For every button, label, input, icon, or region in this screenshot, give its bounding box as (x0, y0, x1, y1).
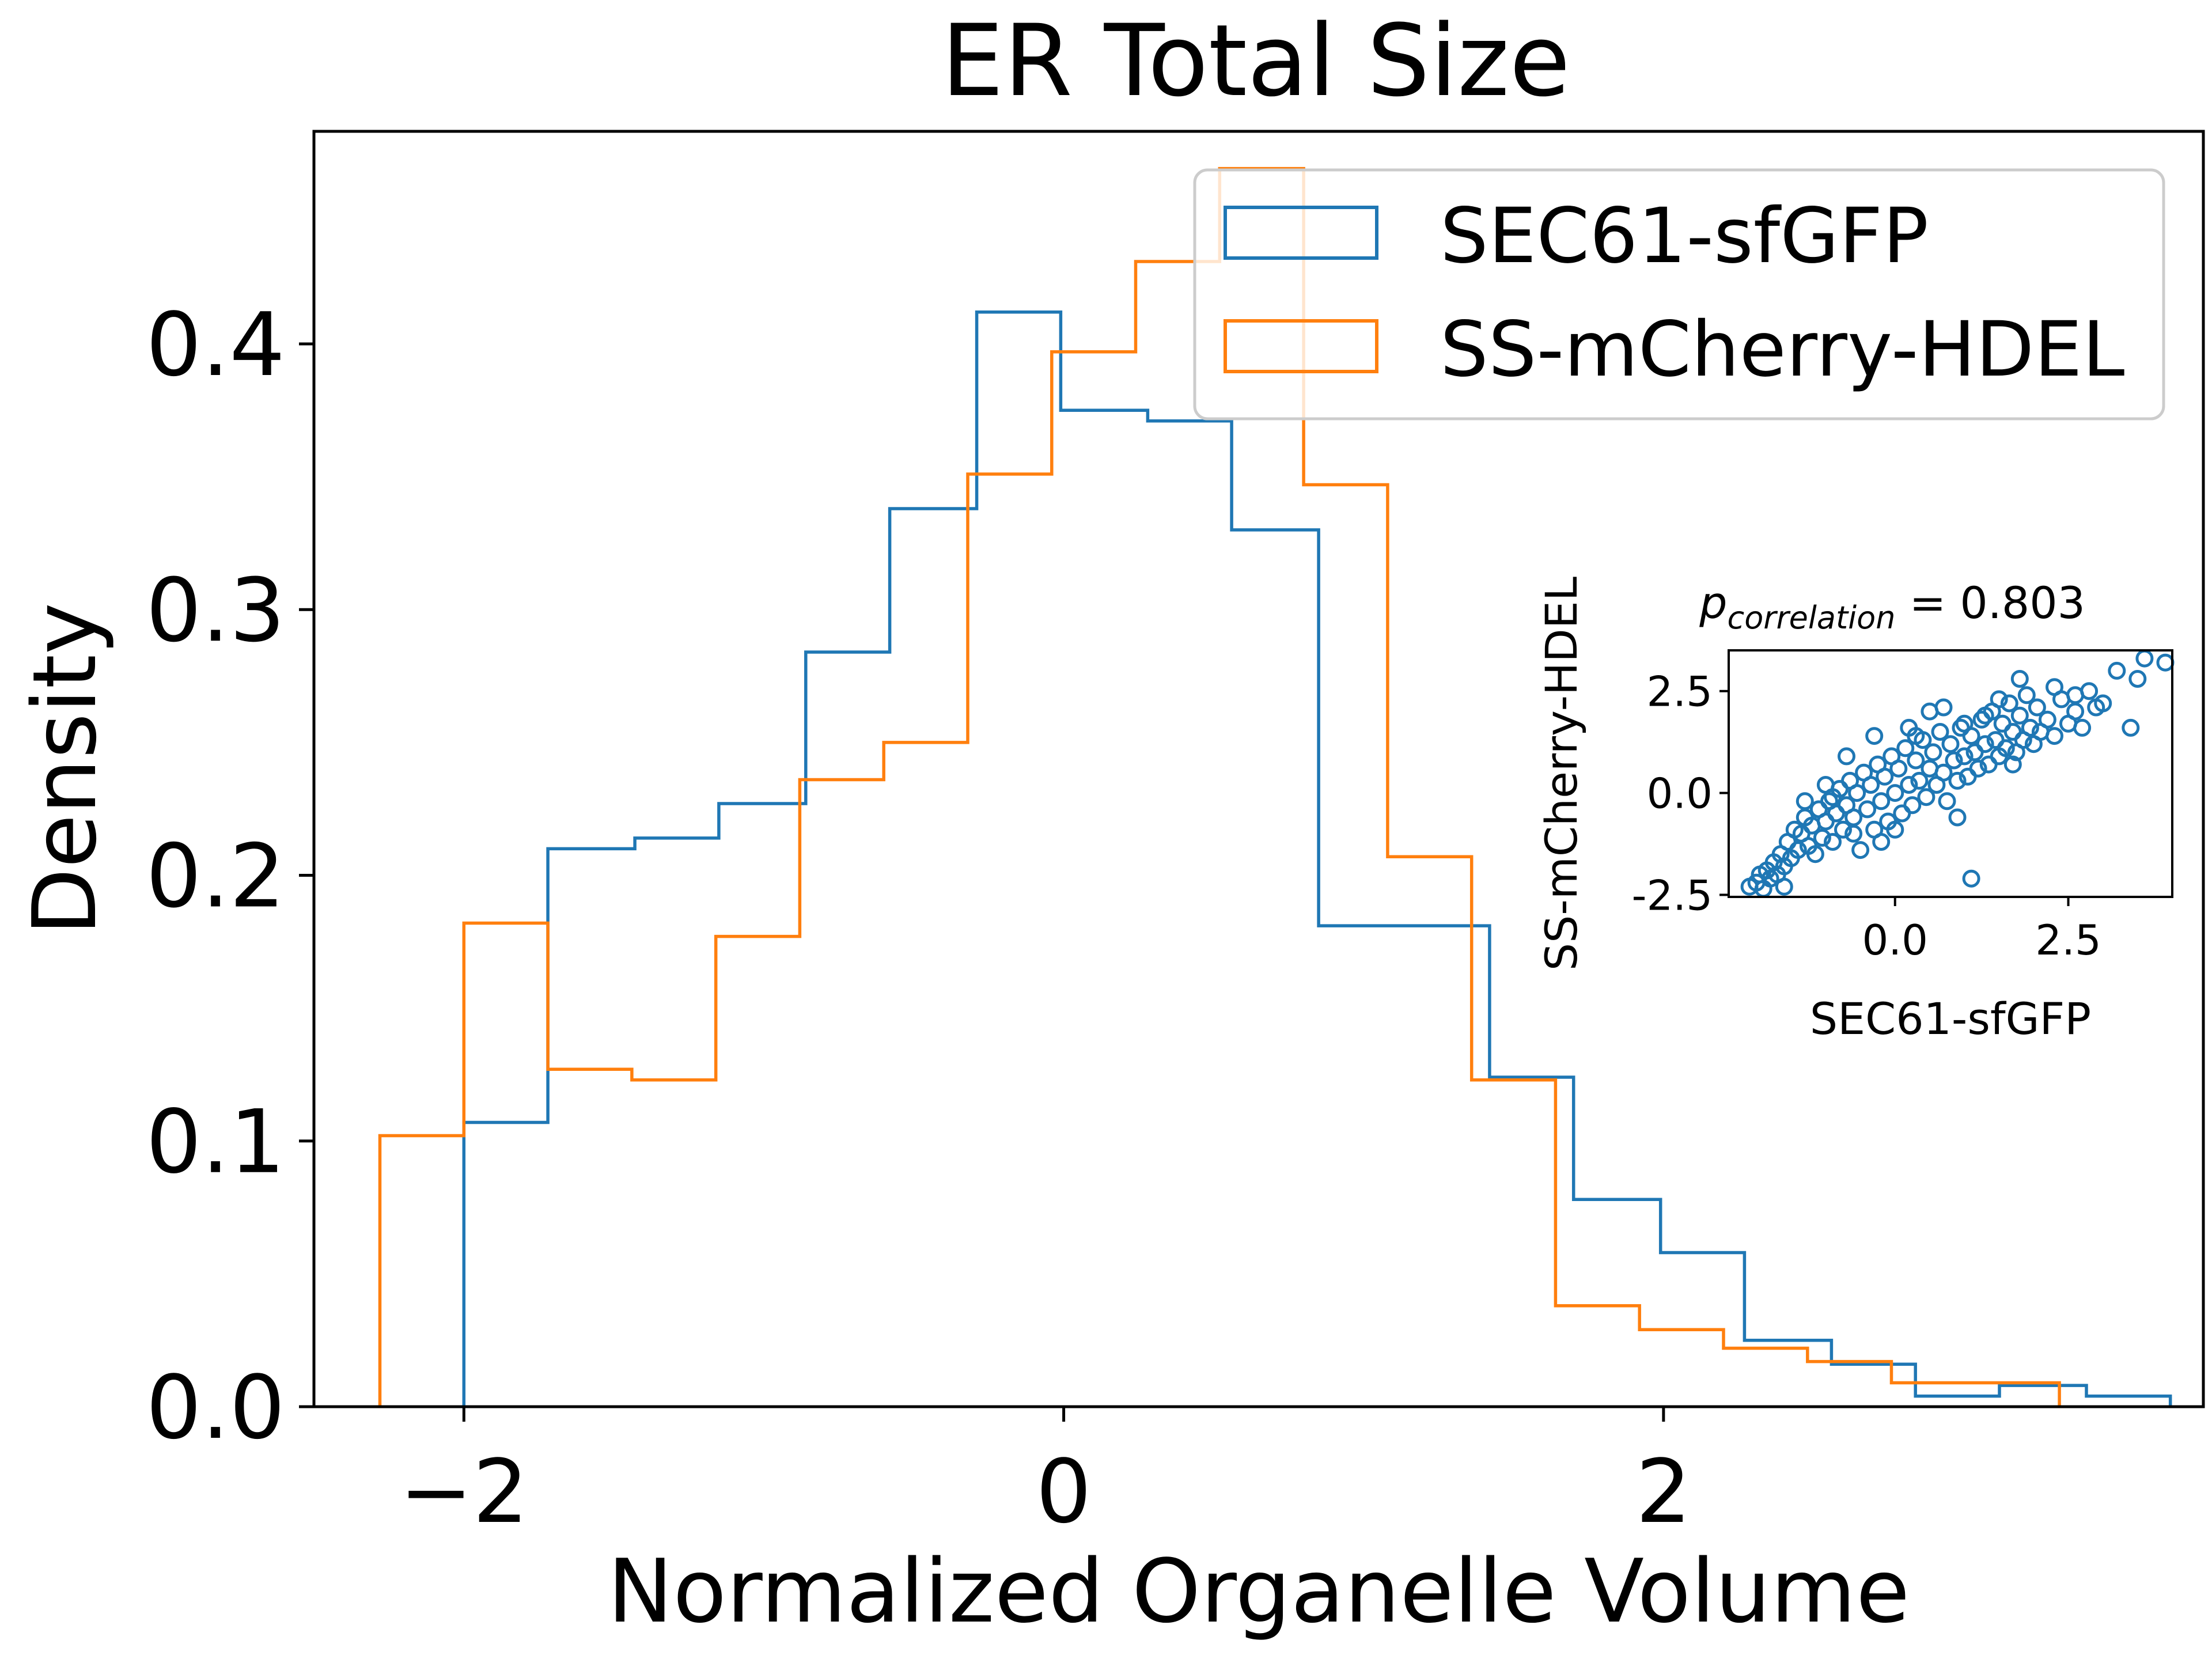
scatter-point (1917, 788, 1936, 806)
scatter-point (2108, 661, 2126, 680)
x-tick-label: 0 (1036, 1441, 1092, 1543)
inset-title-value: = 0.803 (1895, 577, 2085, 628)
scatter-point (2010, 706, 2029, 725)
scatter-point (1976, 735, 1994, 753)
scatter-point (1872, 792, 1891, 810)
scatter-point (1941, 735, 1960, 753)
main-histogram: ER Total Size −2 0 2 0.0 0.1 0.2 0.3 0.4 Normal… (14, 3, 2205, 1642)
histogram-step-sec61-sfgfp (462, 310, 2172, 1407)
scatter-point (1813, 828, 1831, 847)
scatter-point (1962, 869, 1980, 888)
scatter-point (1931, 723, 1949, 741)
scatter-point (2046, 678, 2063, 696)
scatter-point (1872, 833, 1891, 851)
legend-swatch-ss-mcherry (1224, 319, 1378, 373)
x-axis-label: Normalized Organelle Volume (608, 1540, 1910, 1642)
legend-label-sec61: SEC61-sfGFP (1440, 192, 1929, 281)
scatter-point (1955, 714, 1974, 733)
scatter-point (1990, 690, 2008, 709)
scatter-point (1886, 820, 1904, 839)
inset-y-tick-label: 0.0 (1646, 770, 1713, 818)
inset-y-axis-label: SS-mCherry-HDEL (1536, 577, 1587, 971)
y-tick-label: 0.1 (146, 1091, 285, 1193)
y-tick-label: 0.0 (146, 1357, 285, 1459)
inset-y-tick-label: 2.5 (1646, 668, 1713, 716)
scatter-point (1907, 751, 1925, 770)
scatter-point (1955, 747, 1974, 766)
main-plot-frame (312, 130, 2205, 1408)
scatter-point (2017, 686, 2036, 704)
scatter-point (1858, 800, 1877, 819)
scatter-point (1934, 763, 1953, 782)
inset-axis-ticks: 0.0 2.5 -2.5 0.0 2.5 (1632, 668, 2101, 964)
legend: SEC61-sfGFP SS-mCherry-HDEL (1193, 168, 2165, 421)
scatter-point (2087, 698, 2105, 717)
main-axis-ticks: −2 0 2 0.0 0.1 0.2 0.3 0.4 (146, 294, 1691, 1543)
scatter-point (1945, 751, 1963, 770)
scatter-point (2122, 718, 2140, 737)
scatter-point (1969, 759, 1987, 778)
scatter-point (1851, 841, 1870, 859)
scatter-point (1938, 792, 1956, 810)
scatter-point (1889, 759, 1908, 778)
scatter-point (1900, 776, 1918, 794)
scatter-point (1948, 771, 1967, 790)
y-tick-label: 0.3 (146, 559, 285, 661)
inset-y-tick-label: -2.5 (1632, 871, 1713, 919)
inset-title-symbol: p (1699, 577, 1727, 628)
inset-plot-frame (1728, 649, 2173, 898)
scatter-point (1924, 743, 1942, 762)
scatter-point (1824, 788, 1842, 806)
scatter-point (2003, 755, 2022, 774)
scatter-point (2128, 670, 2147, 688)
scatter-point (1976, 706, 1994, 725)
scatter-point (1824, 833, 1842, 851)
scatter-point (2038, 710, 2056, 729)
scatter-point (1796, 792, 1814, 810)
scatter-point (2046, 727, 2063, 745)
scatter-point (1896, 739, 1915, 757)
scatter-point (1997, 739, 2015, 757)
scatter-point (2021, 718, 2039, 737)
y-axis-label: Density (14, 603, 116, 935)
scatter-point (2066, 686, 2085, 704)
scatter-point (1838, 747, 1855, 766)
scatter-point (1865, 727, 1884, 745)
x-tick-label: 2 (1635, 1441, 1691, 1543)
inset-x-tick-label: 2.5 (2035, 916, 2101, 964)
scatter-point (1844, 824, 1863, 843)
legend-label-ss-mcherry: SS-mCherry-HDEL (1440, 305, 2124, 394)
scatter-point (1903, 796, 1922, 815)
scatter-point (1834, 820, 1852, 839)
scatter-point (1848, 784, 1866, 802)
inset-x-axis-label: SEC61-sfGFP (1810, 993, 2091, 1044)
scatter-point (1789, 841, 1807, 859)
scatter-point (1862, 776, 1880, 794)
y-tick-label: 0.4 (146, 294, 285, 396)
inset-scatter: pcorrelation = 0.803 0.0 2.5 -2.5 0.0 2.5 SE… (1536, 577, 2175, 1044)
legend-box (1193, 168, 2165, 421)
inset-x-tick-label: 0.0 (1862, 916, 1928, 964)
scatter-point (1910, 771, 1929, 790)
scatter-point (1886, 784, 1904, 802)
scatter-point (1806, 845, 1824, 863)
scatter-point (2028, 698, 2046, 717)
legend-swatch-sec61 (1224, 206, 1378, 260)
scatter-point (2000, 694, 2018, 713)
scatter-point (1948, 808, 1967, 827)
x-tick-label: −2 (399, 1441, 528, 1543)
inset-points (1740, 649, 2175, 898)
scatter-point (2010, 670, 2029, 688)
chart-title: ER Total Size (941, 3, 1570, 119)
scatter-point (1775, 877, 1793, 896)
scatter-point (2073, 718, 2092, 737)
inset-title-subscript: correlation (1728, 600, 1896, 636)
scatter-point (1907, 727, 1925, 745)
y-tick-label: 0.2 (146, 825, 285, 927)
scatter-point (1934, 698, 1953, 717)
scatter-point (1876, 767, 1894, 786)
inset-title: pcorrelation = 0.803 (1699, 577, 2085, 636)
